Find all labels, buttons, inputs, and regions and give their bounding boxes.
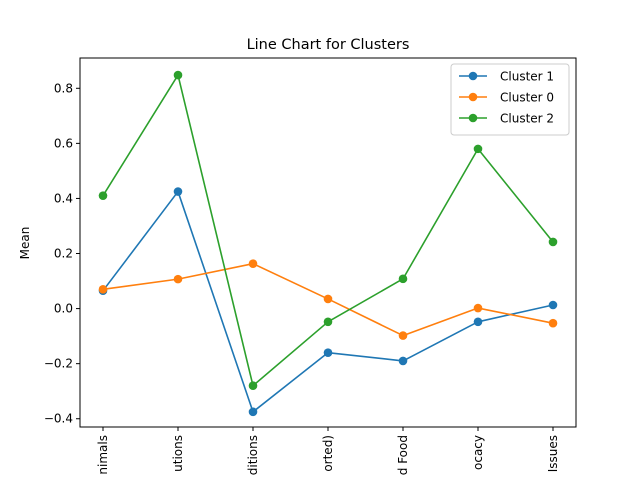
x-tick-label: d Food bbox=[396, 435, 410, 475]
data-point bbox=[473, 144, 483, 154]
data-point bbox=[173, 70, 183, 80]
chart-title: Line Chart for Clusters bbox=[247, 37, 410, 53]
y-tick-label: 0.4 bbox=[54, 191, 73, 205]
data-point bbox=[323, 294, 333, 304]
x-tick-label: nimals bbox=[96, 435, 110, 475]
data-point bbox=[323, 317, 333, 327]
data-point bbox=[473, 303, 483, 313]
x-tick-label: ocacy bbox=[471, 435, 485, 470]
y-tick-label: −0.4 bbox=[44, 412, 73, 426]
data-point bbox=[98, 285, 108, 294]
y-tick-label: 0.6 bbox=[54, 136, 73, 150]
y-tick-label: 0.2 bbox=[54, 247, 73, 261]
legend-label: Cluster 2 bbox=[500, 112, 554, 126]
data-point bbox=[248, 407, 258, 417]
plot-area: −0.4 −0.2 0.0 0.2 0.4 0.6 0.8 nimals utions ditio… bbox=[44, 57, 577, 475]
data-point bbox=[173, 187, 183, 196]
legend-marker bbox=[468, 92, 478, 102]
data-point bbox=[248, 381, 258, 390]
legend-label: Cluster 0 bbox=[500, 91, 554, 105]
data-point bbox=[173, 274, 183, 284]
x-tick-label: Issues bbox=[546, 435, 560, 472]
data-point bbox=[473, 317, 483, 327]
legend-label: Cluster 1 bbox=[500, 70, 554, 84]
legend: Cluster 1 Cluster 0 Cluster 2 bbox=[450, 63, 570, 136]
x-tick-label: utions bbox=[171, 435, 185, 472]
data-point bbox=[548, 300, 558, 310]
legend-marker bbox=[468, 113, 478, 123]
y-tick-label: 0.8 bbox=[54, 81, 73, 95]
legend-marker bbox=[468, 71, 478, 81]
x-tick-label: ditions bbox=[246, 435, 260, 475]
data-point bbox=[398, 331, 408, 340]
data-point bbox=[398, 274, 408, 284]
data-point bbox=[248, 259, 258, 269]
y-axis-label: Mean bbox=[18, 227, 32, 260]
data-point bbox=[98, 191, 108, 200]
data-point bbox=[323, 348, 333, 357]
x-tick-label: orted) bbox=[321, 435, 335, 472]
data-point bbox=[398, 356, 408, 366]
y-tick-label: 0.0 bbox=[54, 302, 73, 316]
data-point bbox=[548, 318, 558, 328]
data-point bbox=[548, 237, 558, 247]
y-tick-label: −0.2 bbox=[44, 357, 73, 371]
